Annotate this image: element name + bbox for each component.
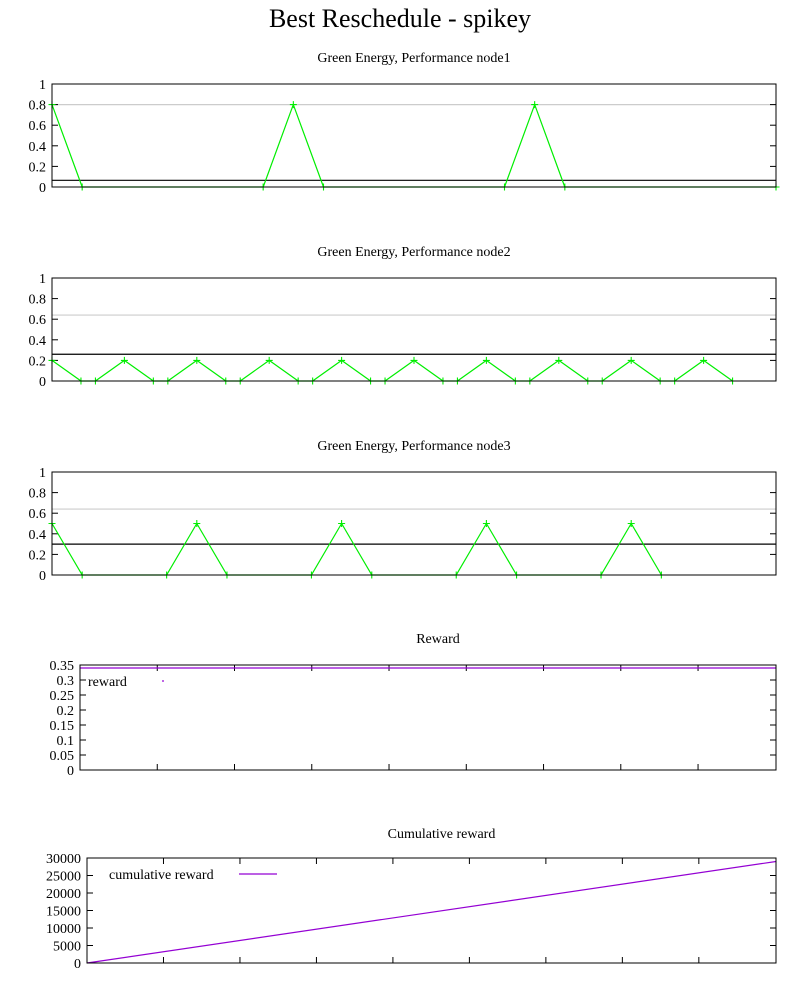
chart1-plot-frame	[51, 83, 777, 188]
chart5-y-tick-label: 30000	[46, 852, 81, 867]
chart2-data-point	[193, 356, 201, 364]
chart4-plot-frame	[79, 664, 777, 771]
chart1-data-point	[289, 101, 297, 109]
chart2-data-point	[120, 356, 128, 364]
chart1-y-tick-label: 0.6	[29, 119, 47, 134]
chart3-y-tick-label: 0.8	[29, 487, 47, 502]
chart2-plot-frame	[51, 277, 777, 382]
chart2-y-tick-label: 0	[39, 375, 46, 390]
chart3-series-line-1	[51, 522, 662, 576]
chart2-data-point	[700, 356, 708, 364]
chart1-y-tick-label: 1	[39, 78, 46, 93]
chart2-y-tick-label: 0.8	[29, 293, 47, 308]
chart2-y-tick-label: 0.2	[29, 354, 47, 369]
chart4-legend-label: reward	[88, 675, 127, 690]
chart3-data-point	[627, 520, 635, 527]
chart4-panel: Reward 00.050.10.150.20.250.30.35 reward	[50, 632, 777, 779]
chart1-data-point	[531, 101, 539, 109]
chart5-y-tick-label: 10000	[46, 922, 81, 937]
chart5-series-line-1	[86, 860, 777, 964]
chart5-title: Cumulative reward	[388, 827, 496, 842]
chart1-series-line-1	[51, 102, 776, 188]
chart3-y-tick-label: 0.4	[29, 528, 47, 543]
chart5-legend-label: cumulative reward	[109, 868, 214, 883]
chart1-y-tick-label: 0.8	[29, 99, 47, 114]
chart2-data-point	[410, 356, 418, 364]
chart4-y-tick-label: 0.2	[57, 704, 75, 719]
chart2-data-point	[627, 356, 635, 364]
chart5-y-tick-label: 15000	[46, 905, 81, 920]
chart4-y-tick-label: 0.15	[50, 719, 75, 734]
chart4-y-tick-label: 0.3	[57, 674, 75, 689]
chart1-y-tick-label: 0	[39, 181, 46, 196]
chart5-y-tick-label: 20000	[46, 887, 81, 902]
chart4-y-tick-label: 0.35	[50, 659, 75, 674]
chart3-y-tick-label: 0	[39, 569, 46, 584]
chart1-panel: Green Energy, Performance node1 0 0.2 0.4 0.…	[29, 51, 780, 196]
chart4-y-tick-label: 0.1	[57, 734, 75, 749]
chart5-y-tick-label: 25000	[46, 870, 81, 885]
page-title: Best Reschedule - spikey	[268, 4, 532, 33]
chart3-y-tick-label: 1	[39, 466, 46, 481]
chart3-plot-frame	[51, 471, 777, 576]
chart3-panel: Green Energy, Performance node3 0 0.2 0.4 0.…	[29, 439, 777, 584]
chart5-y-tick-label: 0	[74, 957, 81, 972]
chart1-title: Green Energy, Performance node1	[317, 51, 510, 66]
chart4-y-tick-label: 0.05	[50, 749, 75, 764]
chart2-data-point	[482, 356, 490, 364]
chart3-data-point	[338, 520, 346, 527]
chart2-title: Green Energy, Performance node2	[317, 245, 510, 260]
chart5-y-tick-label: 5000	[53, 940, 81, 955]
chart3-title: Green Energy, Performance node3	[317, 439, 510, 454]
chart1-y-tick-label: 0.4	[29, 140, 47, 155]
chart2-data-point	[555, 356, 563, 364]
chart5-panel: Cumulative reward 0 5000 10000 15000 20000 250…	[46, 827, 777, 972]
chart4-y-tick-label: 0.25	[50, 689, 75, 704]
chart2-panel: Green Energy, Performance node2 0 0.2 0.4 0.…	[29, 245, 777, 390]
chart3-data-point	[482, 520, 490, 527]
chart3-data-point	[193, 520, 201, 527]
chart2-y-tick-label: 0.4	[29, 334, 47, 349]
chart3-y-tick-label: 0.2	[29, 548, 47, 563]
chart2-series-line-1	[51, 359, 733, 382]
chart4-title: Reward	[416, 632, 460, 647]
chart2-y-tick-label: 1	[39, 272, 46, 287]
chart5-plot-frame	[86, 857, 777, 964]
chart1-y-tick-label: 0.2	[29, 160, 47, 175]
chart2-y-tick-label: 0.6	[29, 313, 47, 328]
chart3-y-tick-label: 0.6	[29, 507, 47, 522]
chart2-data-point	[265, 356, 273, 364]
chart4-y-tick-label: 0	[67, 764, 74, 779]
chart2-data-point	[338, 356, 346, 364]
